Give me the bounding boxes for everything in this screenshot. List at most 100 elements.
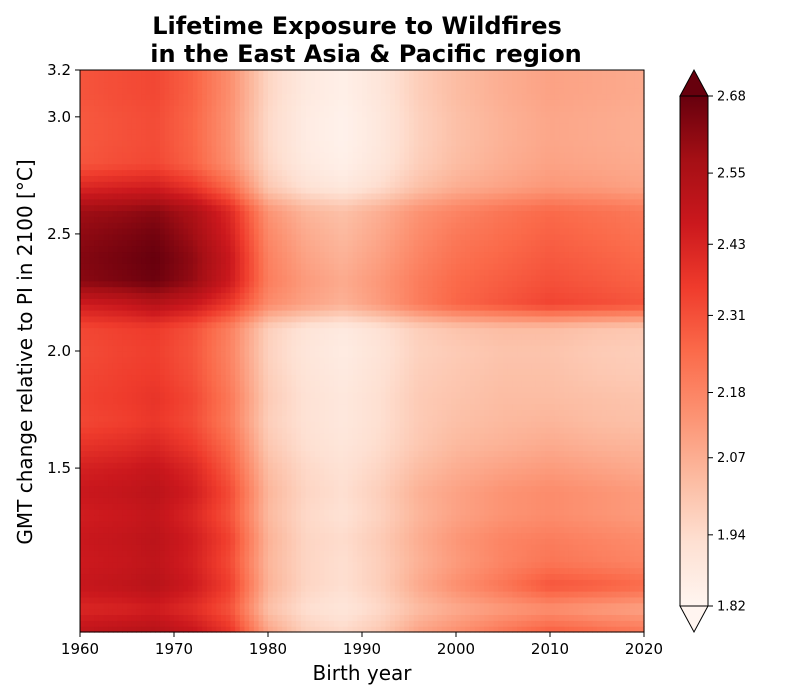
heatmap-cell [235,509,240,515]
heatmap-cell [108,216,113,222]
heatmap-cell [268,445,273,451]
heatmap-cell [155,152,160,158]
heatmap-cell [245,544,250,550]
heatmap-cell [169,503,174,509]
heatmap-cell [198,117,203,123]
heatmap-cell [263,486,268,492]
heatmap-cell [282,146,287,152]
heatmap-cell [212,111,217,117]
heatmap-cell [160,193,165,199]
heatmap-cell [282,328,287,334]
heatmap-cell [183,181,188,187]
heatmap-cell [249,240,254,246]
heatmap-cell [249,521,254,527]
heatmap-cell [85,550,90,556]
heatmap-cell [287,193,292,199]
heatmap-cell [301,205,306,211]
heatmap-cell [151,181,156,187]
heatmap-cell [151,170,156,176]
heatmap-cell [315,181,320,187]
heatmap-cell [183,597,188,603]
heatmap-cell [310,93,315,99]
heatmap-cell [310,380,315,386]
heatmap-cell [169,415,174,421]
heatmap-cell [254,451,259,457]
heatmap-cell [183,134,188,140]
heatmap-cell [89,445,94,451]
heatmap-cell [282,573,287,579]
heatmap-cell [212,123,217,129]
heatmap-cell [282,544,287,550]
heatmap-cell [268,345,273,351]
heatmap-cell [226,474,231,480]
heatmap-cell [259,462,264,468]
heatmap-cell [118,468,123,474]
heatmap-cell [240,568,245,574]
heatmap-cell [183,363,188,369]
heatmap-cell [301,468,306,474]
heatmap-cell [249,603,254,609]
heatmap-cell [155,146,160,152]
heatmap-cell [202,240,207,246]
heatmap-cell [146,433,151,439]
heatmap-cell [108,328,113,334]
heatmap-cell [113,573,118,579]
heatmap-cell [287,310,292,316]
heatmap-cell [259,170,264,176]
heatmap-cell [151,591,156,597]
heatmap-cell [183,456,188,462]
heatmap-cell [240,281,245,287]
heatmap-cell [240,573,245,579]
heatmap-cell [202,246,207,252]
heatmap-cell [85,328,90,334]
heatmap-cell [141,216,146,222]
heatmap-cell [104,328,109,334]
heatmap-cell [306,568,311,574]
heatmap-cell [136,205,141,211]
heatmap-cell [141,357,146,363]
heatmap-cell [179,316,184,322]
heatmap-cell [89,556,94,562]
heatmap-cell [113,462,118,468]
heatmap-cell [292,181,297,187]
heatmap-cell [259,287,264,293]
heatmap-cell [94,246,99,252]
heatmap-cell [249,93,254,99]
heatmap-cell [212,614,217,620]
heatmap-cell [179,339,184,345]
heatmap-cell [315,462,320,468]
heatmap-cell [282,421,287,427]
heatmap-cell [160,357,165,363]
heatmap-cell [169,597,174,603]
heatmap-cell [169,398,174,404]
heatmap-cell [198,392,203,398]
heatmap-cell [118,474,123,480]
heatmap-cell [193,82,198,88]
heatmap-cell [207,240,212,246]
heatmap-cell [89,240,94,246]
heatmap-cell [212,573,217,579]
heatmap-cell [132,123,137,129]
heatmap-cell [80,538,85,544]
heatmap-cell [188,486,193,492]
heatmap-cell [259,275,264,281]
heatmap-cell [193,462,198,468]
heatmap-cell [287,410,292,416]
heatmap-cell [155,421,160,427]
heatmap-cell [127,462,132,468]
heatmap-cell [136,433,141,439]
heatmap-cell [99,281,104,287]
heatmap-cell [155,298,160,304]
heatmap-cell [132,480,137,486]
heatmap-cell [136,99,141,105]
heatmap-cell [245,538,250,544]
heatmap-cell [141,415,146,421]
heatmap-cell [132,568,137,574]
heatmap-cell [132,363,137,369]
heatmap-cell [127,363,132,369]
heatmap-cell [212,88,217,94]
heatmap-cell [235,339,240,345]
heatmap-cell [240,439,245,445]
heatmap-cell [113,380,118,386]
heatmap-cell [127,82,132,88]
